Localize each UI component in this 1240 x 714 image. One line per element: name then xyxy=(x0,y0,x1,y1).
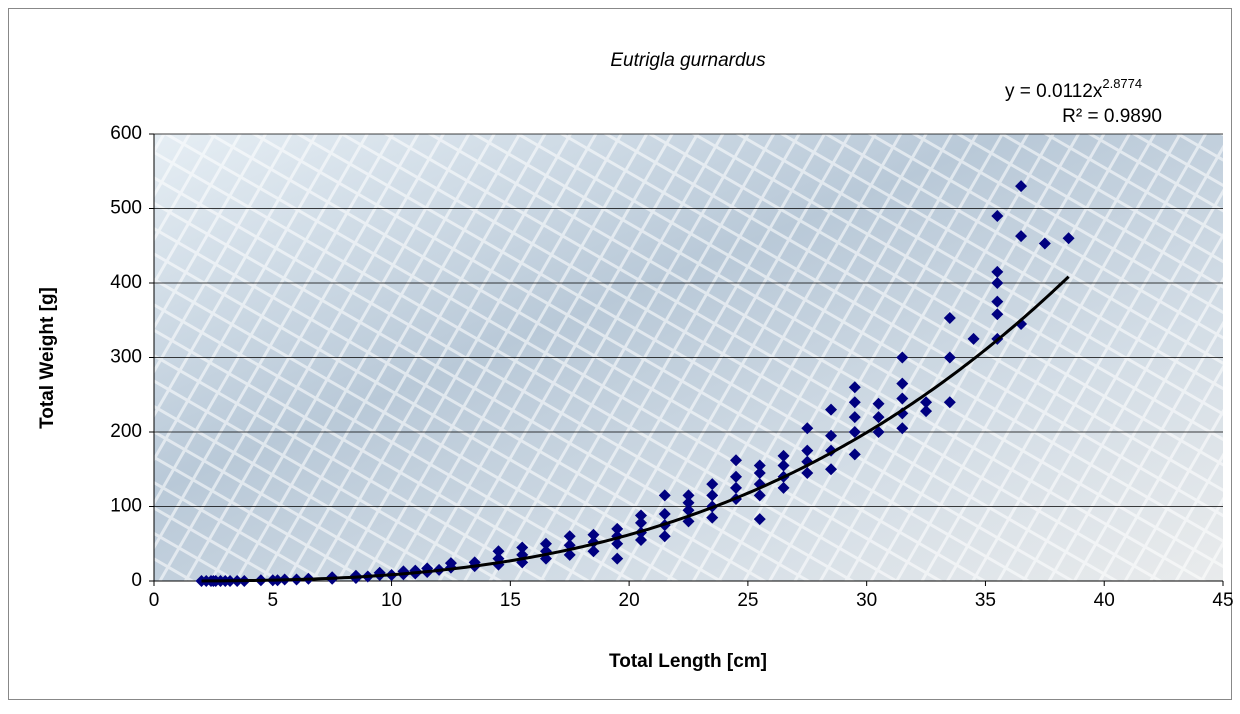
data-point xyxy=(587,545,600,558)
data-point xyxy=(492,545,505,558)
r-squared: R² = 0.9890 xyxy=(1062,106,1162,127)
data-point xyxy=(1038,237,1051,250)
data-point xyxy=(848,396,861,409)
data-point xyxy=(634,534,647,547)
data-point xyxy=(587,528,600,541)
data-point xyxy=(896,422,909,435)
data-point xyxy=(611,522,624,535)
x-tick-label: 25 xyxy=(737,590,758,611)
data-point xyxy=(801,444,814,457)
data-point xyxy=(1062,232,1075,245)
y-tick-label: 500 xyxy=(110,198,142,219)
x-tick-label: 15 xyxy=(500,590,521,611)
data-point xyxy=(991,308,1004,321)
data-point xyxy=(706,511,719,524)
data-point xyxy=(825,429,838,442)
data-point xyxy=(563,548,576,561)
data-point xyxy=(943,312,956,325)
data-point xyxy=(730,454,743,467)
data-point xyxy=(730,470,743,483)
data-point xyxy=(825,463,838,476)
data-point xyxy=(444,557,457,570)
data-point xyxy=(896,351,909,364)
data-point xyxy=(706,478,719,491)
data-point xyxy=(753,459,766,472)
data-point xyxy=(991,295,1004,308)
x-tick-label: 35 xyxy=(975,590,996,611)
data-point xyxy=(682,496,695,509)
data-point xyxy=(777,459,790,472)
data-point xyxy=(872,426,885,438)
data-point xyxy=(753,466,766,479)
data-point xyxy=(943,351,956,364)
equation-exponent: 2.8774 xyxy=(1102,76,1142,91)
data-point xyxy=(872,411,885,424)
data-point xyxy=(848,381,861,394)
data-point xyxy=(516,541,529,554)
x-tick-label: 10 xyxy=(381,590,402,611)
data-point xyxy=(777,481,790,494)
trendline-equation: y = 0.0112x2.8774 xyxy=(1005,76,1142,102)
x-tick-label: 5 xyxy=(267,590,278,611)
data-point xyxy=(801,422,814,435)
y-axis-label: Total Weight [g] xyxy=(37,287,58,429)
data-point xyxy=(825,403,838,416)
data-point xyxy=(563,530,576,543)
data-point xyxy=(682,489,695,502)
data-point xyxy=(848,426,861,438)
data-point xyxy=(848,411,861,424)
data-point xyxy=(1015,180,1028,193)
y-tick-label: 100 xyxy=(110,496,142,517)
y-tick-label: 0 xyxy=(131,570,142,591)
trendline xyxy=(201,275,1070,583)
chart-title: Eutrigla gurnardus xyxy=(610,50,766,71)
data-point xyxy=(634,509,647,522)
data-point xyxy=(753,513,766,526)
data-point xyxy=(967,332,980,345)
data-point xyxy=(753,489,766,502)
data-point xyxy=(611,537,624,550)
y-tick-label: 400 xyxy=(110,272,142,293)
data-point xyxy=(658,489,671,502)
data-point xyxy=(777,449,790,462)
data-point xyxy=(872,397,885,410)
data-point xyxy=(896,377,909,390)
data-point xyxy=(1015,230,1028,243)
data-point xyxy=(920,396,933,409)
equation-base: y = 0.0112x xyxy=(1005,81,1103,102)
data-point xyxy=(539,537,552,550)
data-point xyxy=(658,507,671,520)
x-tick-label: 0 xyxy=(149,590,160,611)
y-tick-label: 300 xyxy=(110,347,142,368)
y-tick-label: 200 xyxy=(110,421,142,442)
data-point xyxy=(943,396,956,409)
x-tick-label: 45 xyxy=(1212,590,1233,611)
data-point xyxy=(730,481,743,494)
x-tick-label: 20 xyxy=(619,590,640,611)
data-point xyxy=(991,209,1004,222)
data-point xyxy=(991,265,1004,278)
data-point xyxy=(658,530,671,543)
data-point xyxy=(682,504,695,517)
x-tick-label: 40 xyxy=(1094,590,1115,611)
data-point xyxy=(801,466,814,479)
y-tick-label: 600 xyxy=(110,123,142,144)
x-axis-label: Total Length [cm] xyxy=(609,651,767,672)
data-point xyxy=(920,405,933,418)
data-point xyxy=(634,516,647,529)
data-point xyxy=(611,552,624,565)
data-point xyxy=(706,489,719,502)
data-point xyxy=(896,392,909,405)
x-tick-label: 30 xyxy=(856,590,877,611)
data-point xyxy=(848,448,861,461)
data-point xyxy=(991,277,1004,289)
